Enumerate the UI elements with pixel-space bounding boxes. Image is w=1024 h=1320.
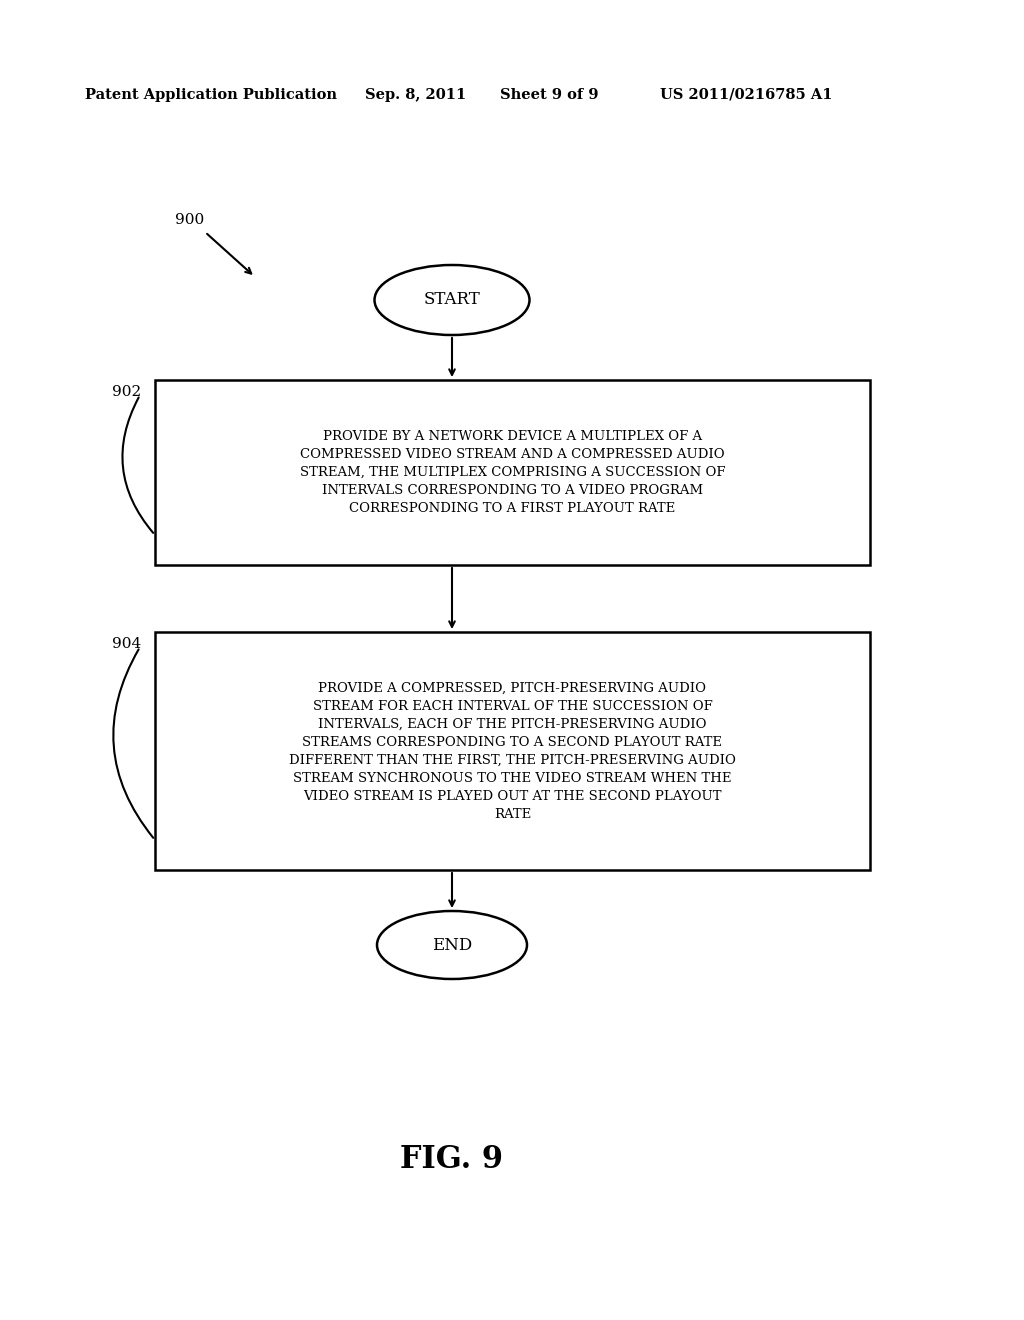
Text: US 2011/0216785 A1: US 2011/0216785 A1 bbox=[660, 88, 833, 102]
Text: Sep. 8, 2011: Sep. 8, 2011 bbox=[365, 88, 466, 102]
Text: Patent Application Publication: Patent Application Publication bbox=[85, 88, 337, 102]
Text: PROVIDE A COMPRESSED, PITCH-PRESERVING AUDIO
STREAM FOR EACH INTERVAL OF THE SUC: PROVIDE A COMPRESSED, PITCH-PRESERVING A… bbox=[289, 681, 736, 821]
Text: PROVIDE BY A NETWORK DEVICE A MULTIPLEX OF A
COMPRESSED VIDEO STREAM AND A COMPR: PROVIDE BY A NETWORK DEVICE A MULTIPLEX … bbox=[300, 430, 725, 515]
Text: 902: 902 bbox=[112, 385, 141, 399]
Text: 904: 904 bbox=[112, 638, 141, 651]
Bar bbox=[155, 632, 870, 870]
Text: Sheet 9 of 9: Sheet 9 of 9 bbox=[500, 88, 598, 102]
Text: START: START bbox=[424, 292, 480, 309]
Bar bbox=[155, 380, 870, 565]
Text: 900: 900 bbox=[175, 213, 204, 227]
Text: FIG. 9: FIG. 9 bbox=[400, 1144, 504, 1176]
Text: END: END bbox=[432, 936, 472, 953]
